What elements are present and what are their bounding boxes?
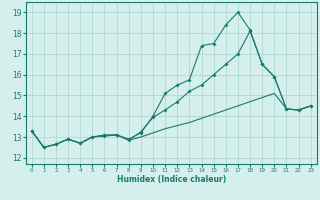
X-axis label: Humidex (Indice chaleur): Humidex (Indice chaleur) xyxy=(116,175,226,184)
